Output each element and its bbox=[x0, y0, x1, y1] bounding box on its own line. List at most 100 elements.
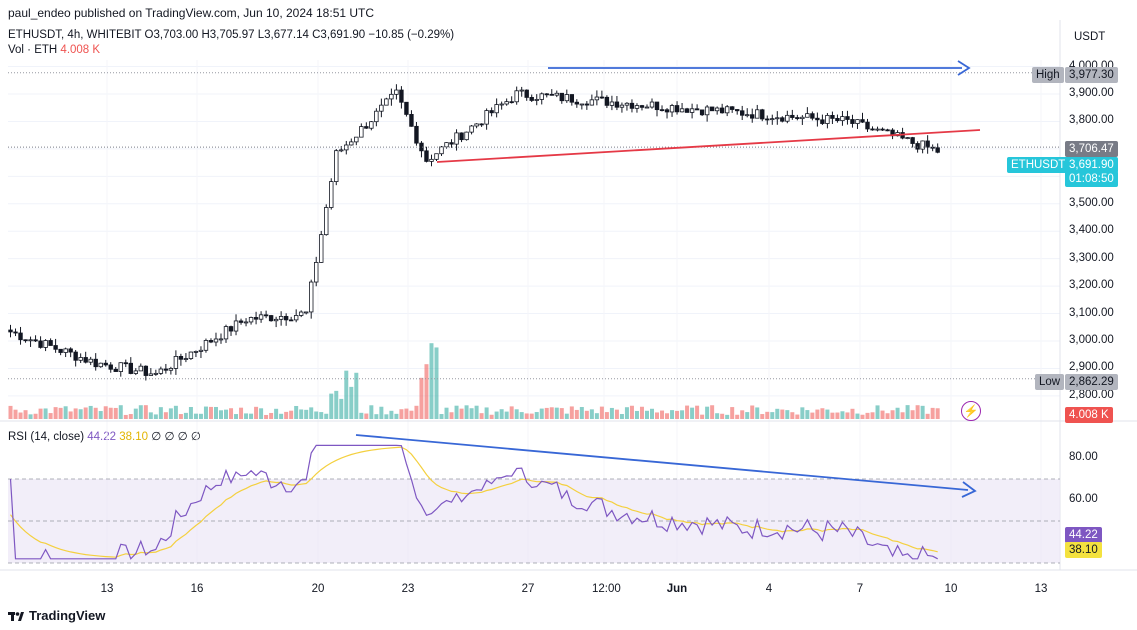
candle-body bbox=[253, 317, 259, 320]
candle-body bbox=[504, 101, 509, 105]
candle-body bbox=[479, 123, 484, 126]
volume-bar bbox=[13, 409, 18, 419]
volume-bar bbox=[38, 408, 43, 419]
volume-bar bbox=[239, 407, 244, 419]
candle-body bbox=[399, 89, 404, 103]
candle-body bbox=[78, 357, 83, 361]
volume-bar bbox=[649, 408, 654, 419]
tradingview-brand[interactable]: TradingView bbox=[8, 608, 105, 623]
volume-bar bbox=[915, 405, 920, 419]
rsi-label[interactable]: RSI (14, close) bbox=[8, 431, 85, 443]
volume-bar bbox=[33, 413, 38, 419]
rsi-ma-badge: 38.10 bbox=[1065, 542, 1102, 558]
candle-body bbox=[654, 101, 660, 111]
volume-bar bbox=[274, 408, 279, 419]
candle-body bbox=[539, 93, 544, 100]
volume-bar bbox=[700, 414, 705, 419]
volume-bar bbox=[224, 409, 229, 419]
volume-bar bbox=[474, 405, 479, 419]
volume-bar bbox=[705, 406, 710, 419]
volume-bar bbox=[619, 414, 624, 419]
volume-bar bbox=[324, 413, 329, 419]
candle-body bbox=[484, 110, 489, 125]
price-arrow-head bbox=[957, 60, 971, 76]
volume-bar bbox=[173, 405, 178, 419]
candle-body bbox=[113, 368, 118, 372]
candle-body bbox=[699, 109, 705, 116]
candle-body bbox=[354, 136, 359, 143]
symbol-label[interactable]: ETHUSDT, 4h, WHITEBIT bbox=[8, 29, 142, 41]
candle-body bbox=[238, 320, 244, 323]
candle-body bbox=[23, 339, 28, 342]
rsi-tick-label: 60.00 bbox=[1069, 493, 1098, 505]
volume-bar bbox=[850, 408, 855, 419]
candle-body bbox=[459, 132, 464, 141]
volume-bar bbox=[614, 409, 619, 419]
candle-body bbox=[875, 128, 880, 131]
time-tick-label: 10 bbox=[944, 583, 958, 595]
candle-body bbox=[865, 121, 870, 130]
candle-body bbox=[133, 370, 138, 374]
volume-bar bbox=[259, 408, 264, 419]
volume-bar bbox=[910, 410, 915, 419]
volume-bar bbox=[369, 405, 374, 419]
volume-bar bbox=[710, 405, 715, 419]
low-label-badge: Low bbox=[1035, 374, 1065, 390]
volume-bar bbox=[153, 414, 158, 419]
volume-bar bbox=[88, 405, 93, 419]
volume-bar bbox=[58, 407, 63, 419]
volume-bar bbox=[514, 409, 519, 419]
rsi-ma-legend-value: 38.10 bbox=[119, 431, 149, 443]
candle-body bbox=[108, 364, 113, 370]
candle-body bbox=[559, 92, 564, 102]
candle-body bbox=[384, 98, 389, 106]
volume-bar bbox=[284, 411, 289, 419]
candle-body bbox=[624, 102, 630, 106]
volume-bar bbox=[529, 413, 534, 419]
candle-body bbox=[750, 114, 755, 119]
volume-bars bbox=[8, 343, 940, 419]
price-tick-label: 2,800.00 bbox=[1069, 388, 1114, 401]
candle-body bbox=[329, 181, 334, 208]
volume-bar bbox=[419, 377, 424, 419]
volume-bar bbox=[349, 386, 354, 419]
volume-bar bbox=[870, 412, 875, 419]
volume-bar bbox=[384, 414, 389, 419]
volume-bar bbox=[604, 412, 609, 419]
candle-body bbox=[364, 126, 369, 129]
candle-body bbox=[920, 140, 925, 150]
candle-body bbox=[805, 113, 810, 118]
volume-bar bbox=[925, 413, 930, 419]
candle-body bbox=[905, 137, 910, 139]
candle-body bbox=[574, 101, 580, 105]
candle-body bbox=[644, 106, 650, 109]
currency-label[interactable]: USDT bbox=[1074, 31, 1106, 43]
low-value: L3,677.14 bbox=[257, 29, 309, 41]
volume-label[interactable]: Vol · ETH bbox=[8, 44, 58, 56]
candle-body bbox=[770, 118, 775, 121]
rsi-legend: RSI (14, close) 44.22 38.10 ∅ ∅ ∅ ∅ bbox=[8, 429, 201, 443]
candle-body bbox=[885, 129, 890, 132]
lightning-icon[interactable]: ⚡ bbox=[961, 401, 981, 421]
volume-bar bbox=[725, 414, 730, 419]
volume-bar bbox=[745, 412, 750, 419]
volume-bar bbox=[750, 405, 755, 419]
volume-bar bbox=[18, 412, 23, 419]
candle-body bbox=[524, 89, 529, 98]
candle-body bbox=[599, 96, 605, 99]
volume-bar bbox=[339, 398, 344, 419]
volume-bar bbox=[8, 405, 13, 419]
volume-bar bbox=[289, 410, 294, 419]
rsi-lines bbox=[9, 444, 938, 560]
candle-body bbox=[63, 348, 68, 353]
candle-body bbox=[925, 140, 930, 148]
volume-bar bbox=[193, 413, 198, 419]
candle-body bbox=[339, 149, 344, 152]
volume-bar bbox=[409, 410, 414, 419]
candle-body bbox=[449, 142, 454, 145]
volume-bar bbox=[78, 409, 83, 419]
volume-bar bbox=[464, 405, 469, 419]
volume-bar bbox=[594, 413, 599, 419]
candle-body bbox=[664, 109, 670, 113]
